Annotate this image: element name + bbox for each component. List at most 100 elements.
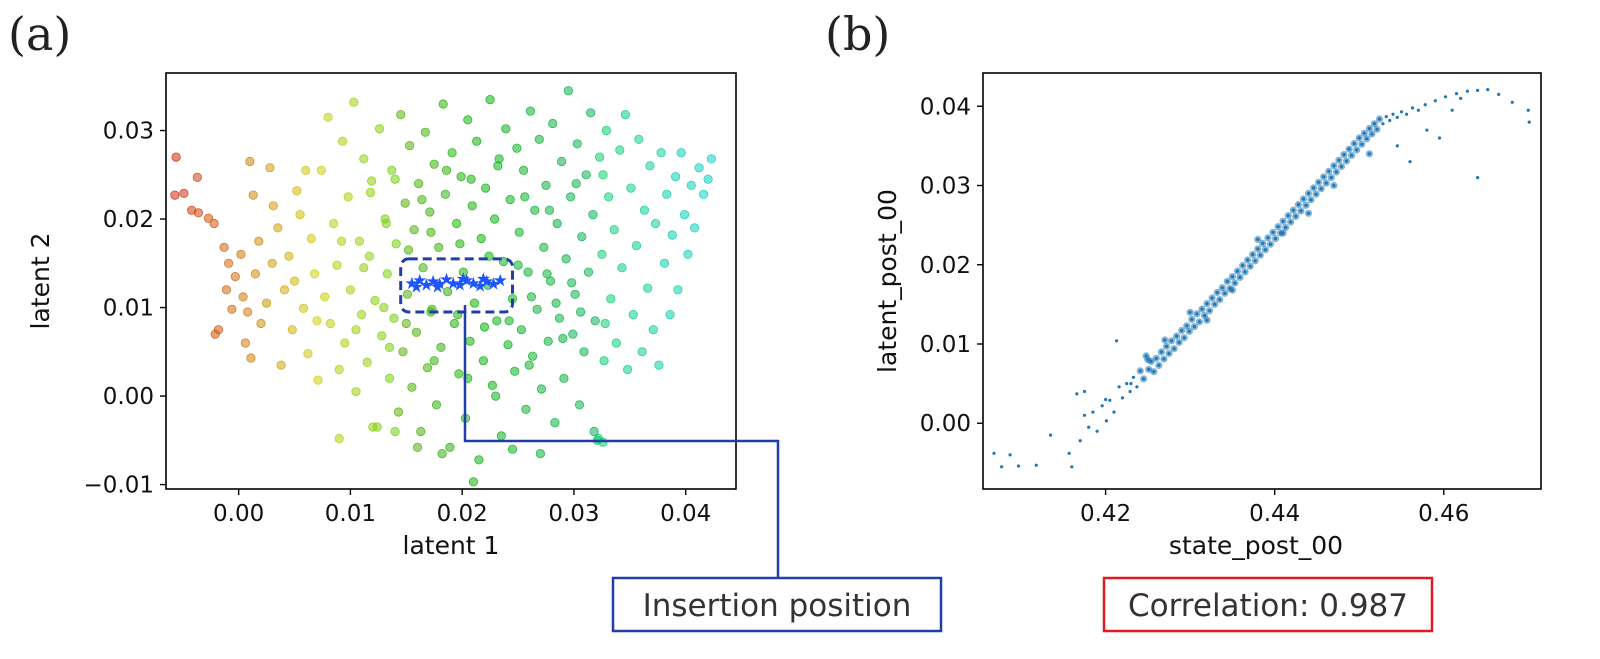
scatter-point: [320, 292, 330, 302]
scatter-point: [1465, 89, 1469, 93]
scatter-point-dense: [1178, 326, 1186, 335]
scatter-point: [659, 258, 670, 268]
scatter-point-dense: [1330, 162, 1338, 170]
scatter-point: [417, 195, 427, 205]
scatter-point: [480, 183, 491, 193]
scatter-point: [694, 163, 704, 173]
scatter-point: [1104, 397, 1108, 402]
scatter-point-dense: [1188, 315, 1196, 323]
scatter-point-dense: [1254, 235, 1262, 243]
scatter-point: [301, 165, 311, 175]
scatter-point: [393, 407, 404, 417]
scatter-point: [1125, 382, 1129, 386]
insertion-points: ★★★★★★★★★★★★★★★ ★ ★★: [404, 269, 508, 297]
scatter-point: [617, 263, 627, 273]
scatter-point-dense: [1368, 130, 1376, 138]
scatter-point-dense: [1279, 229, 1287, 237]
scatter-point: [454, 369, 464, 379]
scatter-point: [586, 108, 596, 118]
scatter-point-dense: [1307, 196, 1315, 204]
scatter-point: [413, 179, 424, 189]
scatter-point: [442, 286, 453, 297]
scatter-point-dense: [1180, 334, 1188, 342]
scatter-point: [248, 190, 258, 200]
scatter-point: [520, 192, 530, 202]
scatter-point: [1070, 465, 1074, 469]
scatter-point: [422, 363, 433, 373]
scatter-point-dense: [1317, 185, 1325, 193]
scatter-point: [665, 309, 675, 320]
scatter-point: [622, 364, 633, 375]
scatter-point: [420, 127, 430, 137]
scatter-point: [312, 316, 322, 326]
scatter-point: [404, 141, 415, 151]
scatter-point: [170, 190, 180, 200]
scatter-point: [384, 373, 395, 383]
scatter-point: [676, 148, 686, 158]
scatter-point: [465, 336, 475, 346]
scatter-point: [503, 340, 513, 350]
scatter-point-dense: [1320, 173, 1328, 181]
scatter-point: [606, 294, 616, 304]
scatter-point: [456, 172, 466, 182]
scatter-point-dense: [1363, 135, 1371, 143]
scatter-point-dense: [1218, 284, 1226, 292]
scatter-point-dense: [1322, 179, 1330, 187]
scatter-point: [505, 195, 515, 205]
insertion-star: ★: [430, 277, 445, 297]
scatter-point: [667, 230, 677, 240]
scatter-point: [601, 125, 612, 136]
scatter-point: [474, 455, 484, 465]
scatter-point-dense: [1365, 124, 1373, 133]
scatter-point: [431, 400, 442, 410]
scatter-point-dense: [1310, 184, 1318, 192]
scatter-point: [370, 295, 380, 306]
scatter-point: [554, 313, 565, 323]
scatter-point: [1425, 128, 1429, 132]
scatter-point: [483, 280, 493, 290]
scatter-point: [1384, 115, 1388, 119]
x-tick-label: 0.00: [213, 501, 264, 527]
scatter-point-dense: [1254, 245, 1262, 253]
scatter-point: [402, 289, 412, 299]
scatter-point: [236, 249, 246, 259]
scatter-point: [501, 124, 511, 134]
scatter-point: [645, 161, 655, 171]
panel-a-points: [170, 86, 717, 487]
scatter-point: [389, 313, 399, 323]
scatter-point: [224, 258, 234, 268]
scatter-point: [472, 136, 482, 146]
scatter-point: [1115, 339, 1119, 343]
x-tick-label: 0.42: [1080, 501, 1131, 527]
scatter-point: [292, 186, 302, 196]
scatter-point: [441, 165, 452, 175]
scatter-point: [577, 232, 587, 242]
scatter-point: [1410, 106, 1415, 110]
scatter-point-dense: [1190, 323, 1198, 331]
scatter-point: [398, 347, 408, 357]
scatter-point: [400, 198, 410, 208]
scatter-point: [268, 201, 278, 211]
scatter-point: [323, 112, 333, 122]
scatter-point: [265, 163, 275, 173]
scatter-point-dense: [1185, 327, 1193, 335]
insertion-callout-line: [463, 305, 780, 578]
scatter-point: [1486, 88, 1490, 92]
scatter-point: [514, 227, 524, 237]
scatter-point: [316, 165, 326, 175]
scatter-point-dense: [1231, 279, 1239, 287]
scatter-point: [1108, 398, 1112, 402]
scatter-point-dense: [1353, 146, 1361, 154]
scatter-point: [447, 148, 457, 158]
scatter-point-dense: [1348, 151, 1356, 159]
scatter-point: [192, 172, 202, 182]
insertion-star: ★: [476, 269, 491, 289]
scatter-point: [213, 325, 224, 335]
scatter-point: [1091, 410, 1095, 414]
scatter-point: [542, 269, 552, 279]
correlation-label: Correlation: 0.987: [1128, 588, 1408, 624]
scatter-point: [243, 307, 253, 317]
x-tick-label: 0.46: [1418, 501, 1469, 527]
scatter-point: [359, 263, 369, 273]
